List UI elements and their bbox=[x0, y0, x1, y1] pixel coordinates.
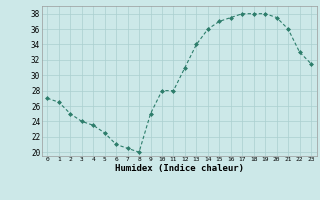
X-axis label: Humidex (Indice chaleur): Humidex (Indice chaleur) bbox=[115, 164, 244, 173]
